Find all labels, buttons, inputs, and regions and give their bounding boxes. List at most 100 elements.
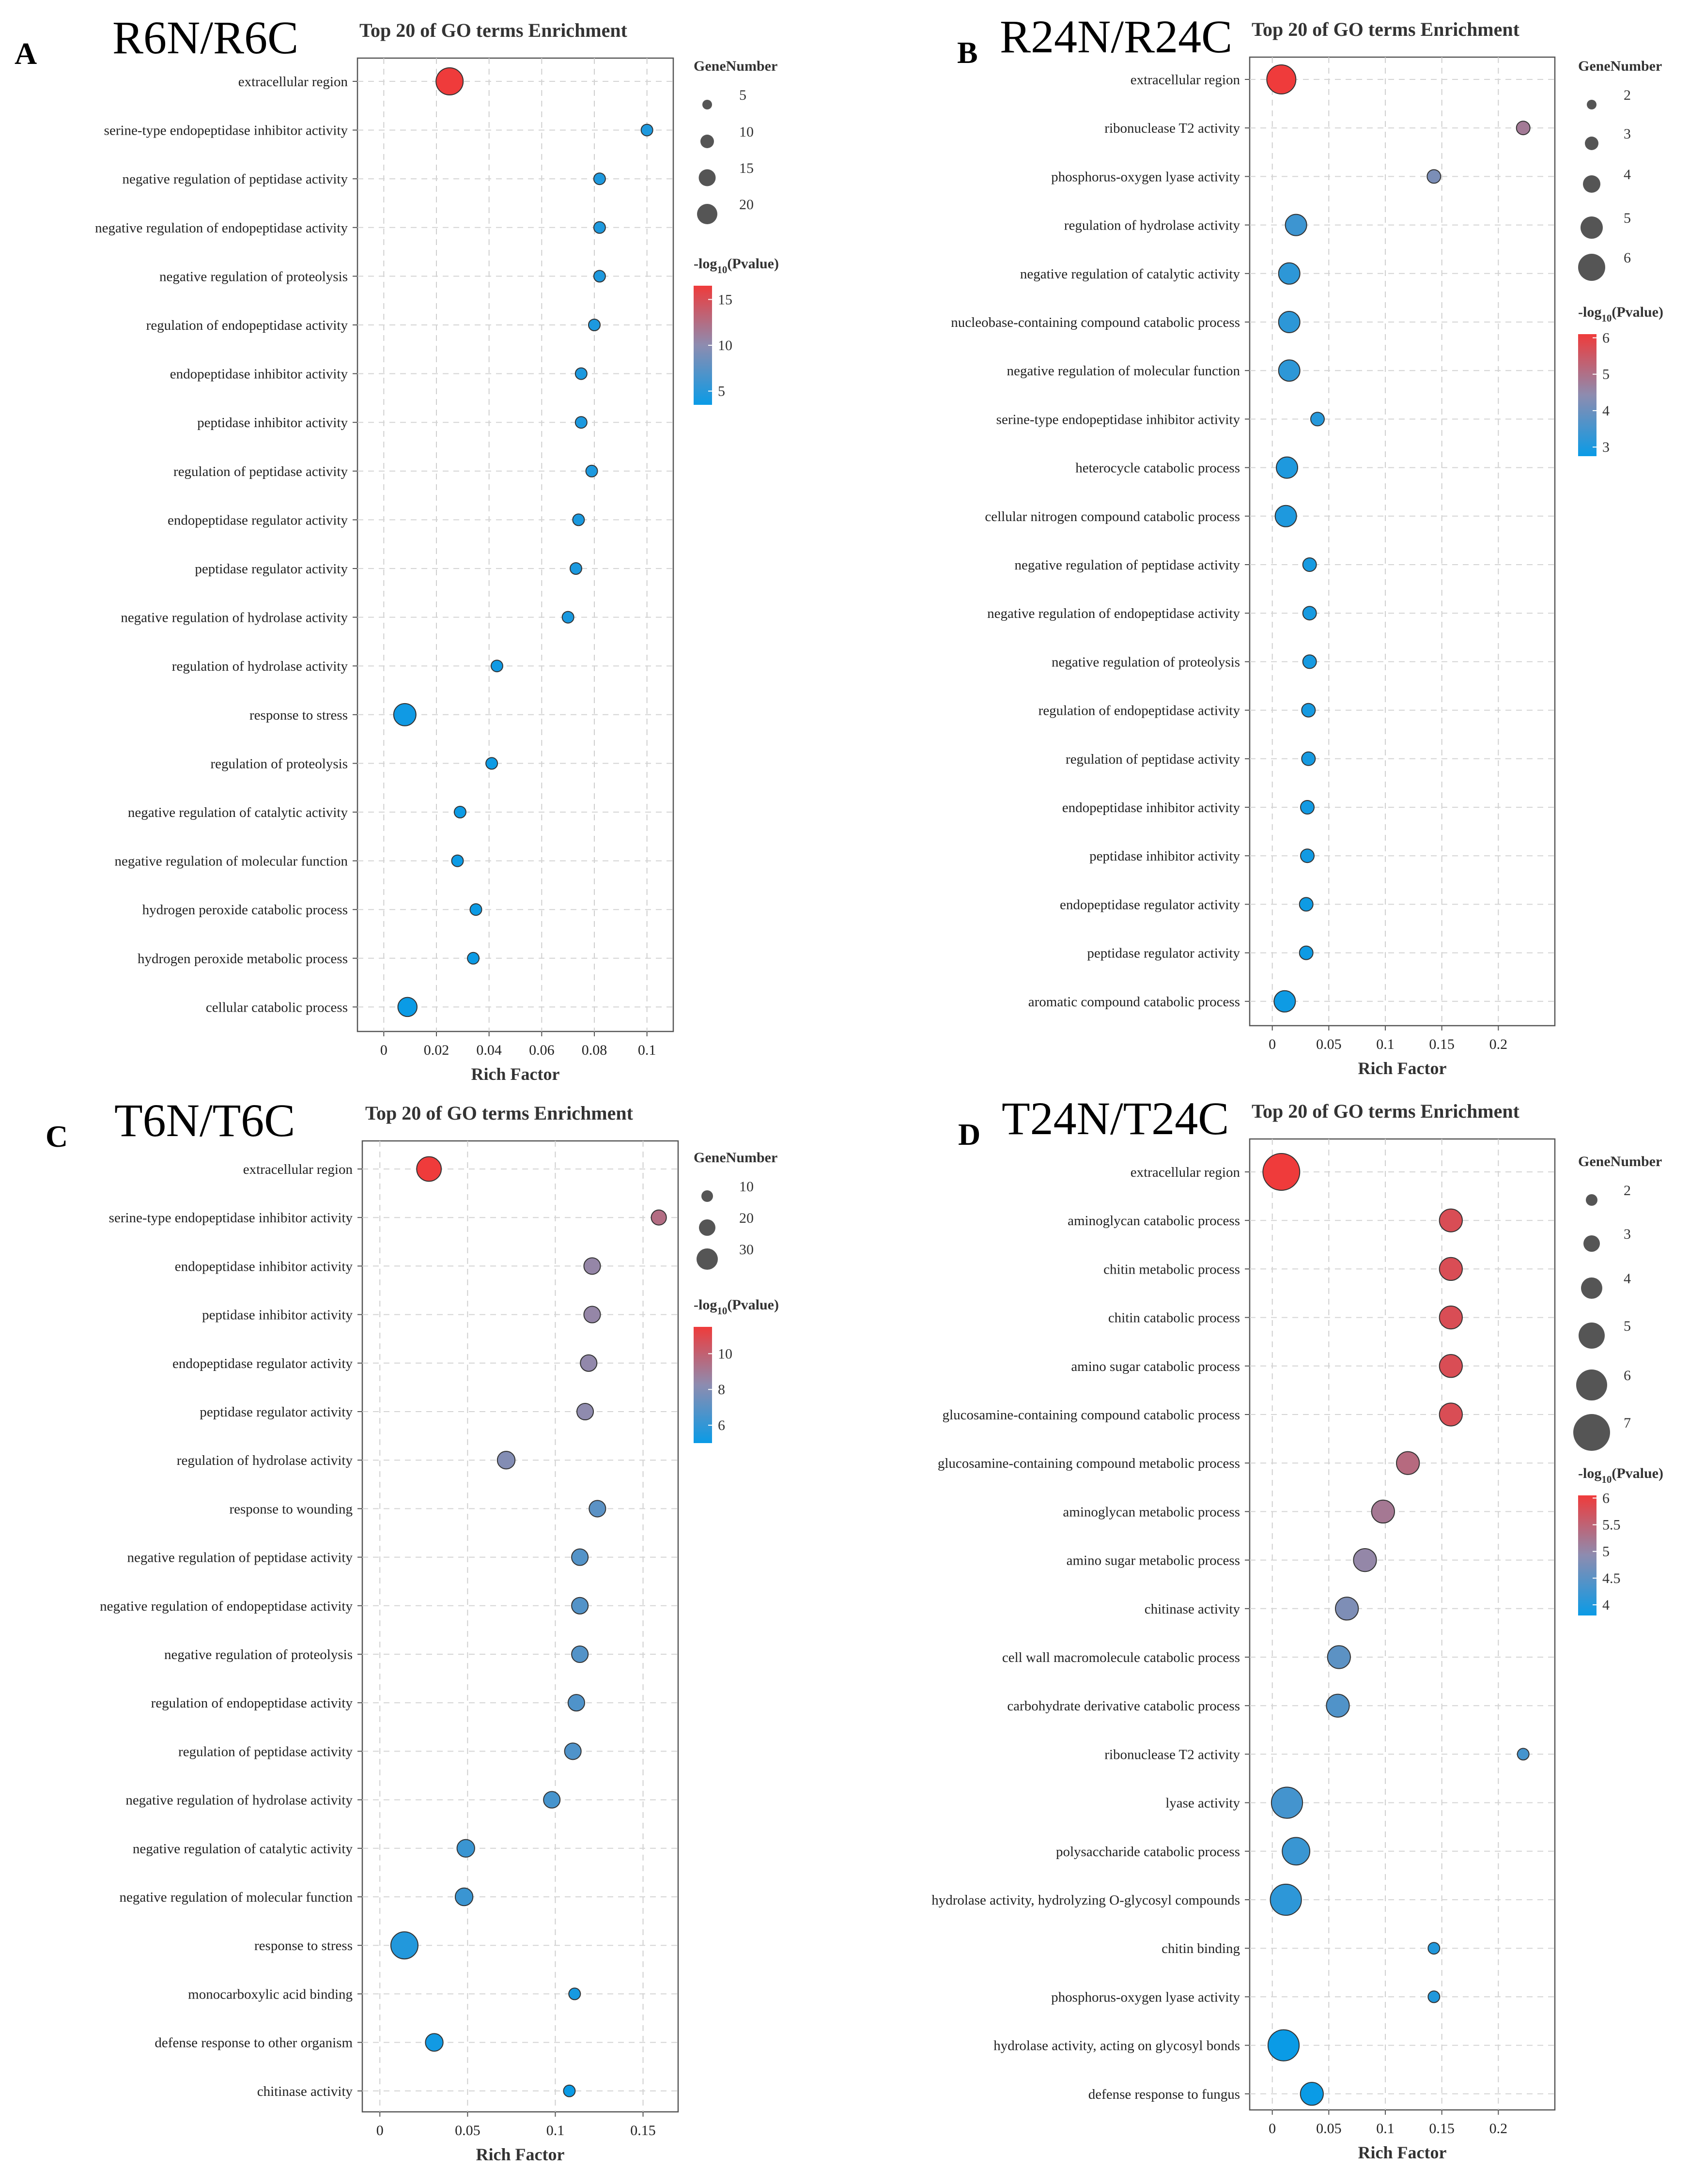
size-legend-symbol [1579,1323,1605,1349]
size-legend-label: 15 [739,160,754,176]
data-point [1278,311,1301,333]
data-point [640,123,653,137]
term-label: response to stress [254,1938,353,1953]
term-label: hydrolase activity, acting on glycosyl b… [993,2038,1240,2054]
term-label: negative regulation of proteolysis [159,269,348,284]
size-legend-symbol [1586,1194,1597,1206]
size-legend-label: 10 [739,1179,754,1195]
x-tick-label: 0.1 [1376,1036,1395,1052]
term-label: negative regulation of peptidase activit… [123,171,348,187]
term-label: cell wall macromolecule catabolic proces… [1002,1650,1240,1665]
data-point [1335,1597,1359,1621]
x-tick-label: 0.1 [546,2122,565,2138]
color-legend-label: 5 [1602,1544,1610,1560]
data-point [564,1742,582,1760]
size-legend-label: 5 [739,87,746,103]
term-label: aromatic compound catabolic process [1028,994,1240,1010]
data-point [1353,1548,1377,1572]
data-point [583,1306,601,1323]
size-legend-symbol [1581,216,1603,239]
term-label: regulation of peptidase activity [1066,752,1240,767]
term-label: amino sugar catabolic process [1071,1359,1240,1374]
data-point [569,562,582,575]
term-label: heterocycle catabolic process [1075,461,1240,476]
term-label: aminoglycan metabolic process [1063,1504,1240,1520]
term-label: regulation of endopeptidase activity [146,318,348,333]
size-legend-label: 10 [739,124,754,140]
size-legend-symbol [1576,1369,1607,1400]
data-point [589,1500,606,1518]
term-label: peptidase inhibitor activity [197,415,348,431]
size-legend-symbol [1585,137,1598,150]
term-label: regulation of proteolysis [210,756,348,771]
term-label: cellular catabolic process [206,1000,348,1015]
data-point [574,367,588,380]
size-legend-title: GeneNumber [694,1150,777,1166]
term-label: peptidase inhibitor activity [1089,848,1240,864]
data-point [1301,703,1316,718]
size-legend-label: 2 [1624,1183,1631,1199]
data-point [1274,505,1297,527]
data-point [454,1887,474,1907]
x-tick-label: 0.2 [1489,2121,1508,2137]
size-legend-title: GeneNumber [694,58,777,74]
term-label: regulation of hydrolase activity [177,1453,353,1468]
data-point [1439,1208,1463,1232]
data-point [390,1931,418,1960]
x-tick-label: 0.15 [630,2122,656,2138]
data-point [425,2033,444,2052]
data-point [583,1257,601,1275]
term-label: endopeptidase regulator activity [172,1356,353,1371]
term-label: regulation of peptidase activity [178,1744,353,1759]
data-point [543,1791,561,1809]
data-point [1427,1990,1441,2003]
data-point [485,757,498,770]
size-legend-label: 4 [1624,1271,1631,1287]
data-point [1276,456,1298,479]
term-label: glucosamine-containing compound metaboli… [938,1456,1240,1471]
x-axis-label: Rich Factor [471,1064,560,1084]
term-label: response to wounding [229,1501,353,1517]
size-legend-label: 5 [1624,210,1631,226]
data-point [572,513,585,526]
data-point [1439,1257,1463,1281]
size-legend: GeneNumber 2 3 4 5 6 [1578,58,1662,281]
term-label: regulation of endopeptidase activity [1038,703,1240,719]
size-legend-symbol [700,135,714,148]
term-label: phosphorus-oxygen lyase activity [1051,169,1240,185]
term-label: extracellular region [238,74,348,90]
data-point [397,997,418,1017]
x-tick-label: 0 [376,2122,384,2138]
data-point [1326,1693,1350,1718]
panel-letter: A [15,36,37,71]
size-legend-symbol [1578,254,1605,281]
x-tick-label: 0.04 [476,1042,502,1058]
term-label: polysaccharide catabolic process [1056,1844,1240,1860]
term-label: peptidase inhibitor activity [202,1307,353,1323]
size-legend-symbol [1583,175,1600,193]
data-point [456,1839,475,1858]
x-axis-label: Rich Factor [1358,2143,1447,2162]
size-legend-symbol [1587,100,1596,109]
term-label: negative regulation of catalytic activit… [128,805,348,820]
data-point [571,1597,589,1615]
term-label: extracellular region [1131,1165,1240,1180]
x-tick-label: 0.1 [638,1042,656,1058]
data-point [576,1402,594,1421]
color-legend: -log10(Pvalue) 6 5 4 3 [1578,304,1663,456]
data-point [1267,2029,1300,2061]
data-point [1301,751,1316,766]
term-label: extracellular region [243,1162,353,1177]
data-point [1300,848,1315,863]
data-point [1300,800,1315,815]
color-legend-title: -log10(Pvalue) [1578,304,1663,324]
data-point [490,660,503,673]
data-point [1327,1645,1351,1669]
term-label: endopeptidase inhibitor activity [170,367,348,382]
data-point [651,1209,667,1226]
term-label: phosphorus-oxygen lyase activity [1051,1989,1240,2005]
x-tick-label: 0.08 [582,1042,607,1058]
x-tick-label: 0.1 [1376,2121,1395,2137]
data-point [1516,121,1531,136]
